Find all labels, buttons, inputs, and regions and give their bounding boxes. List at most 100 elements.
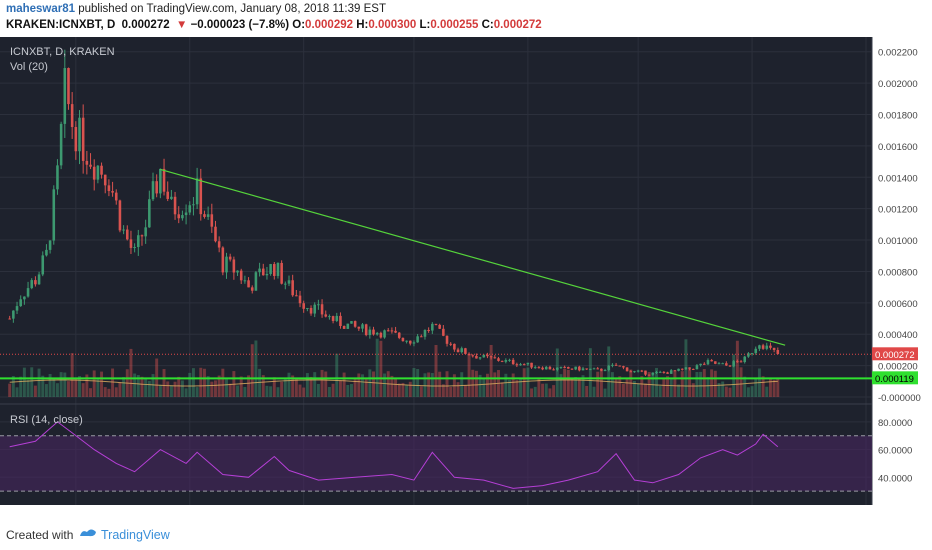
candle-body (717, 363, 721, 365)
volume-bar (456, 382, 460, 397)
author-name[interactable]: maheswar81 (6, 3, 76, 15)
price-tick-label: 0.000200 (878, 362, 918, 373)
candle-body (776, 350, 780, 354)
volume-bar (596, 371, 600, 397)
volume-bar (644, 383, 647, 397)
volume-bar (96, 378, 100, 397)
volume-bar (765, 386, 769, 397)
candle-body (353, 321, 357, 327)
candle-body (647, 374, 651, 376)
volume-bar (30, 367, 34, 397)
candle-body (111, 191, 114, 193)
candle-body (541, 367, 544, 370)
price-axis-background (872, 37, 932, 518)
volume-bar (416, 368, 420, 397)
candle-body (37, 274, 41, 285)
trendline[interactable] (160, 168, 786, 346)
candle-body (408, 340, 412, 344)
volume-bar (463, 385, 467, 397)
rsi-band (0, 435, 872, 492)
candle-body (350, 321, 353, 324)
symbol-label: KRAKEN:ICNXBT, D (6, 19, 116, 31)
price-tick-label: 0.001800 (878, 110, 918, 121)
volume-bar (169, 385, 173, 397)
volume-bar (70, 353, 74, 397)
volume-bar (118, 382, 122, 397)
volume-bar (202, 368, 206, 397)
volume-bar (666, 376, 670, 397)
volume-bar (621, 383, 625, 397)
volume-bar (283, 378, 287, 397)
candle-body (504, 360, 508, 362)
candle-body (669, 370, 673, 374)
candle-body (269, 264, 272, 274)
volume-bar (430, 373, 434, 397)
volume-bar (372, 371, 375, 397)
volume-ma-line (9, 379, 778, 387)
candle-body (739, 361, 743, 363)
volume-bar (379, 340, 383, 397)
candle-body (89, 164, 92, 167)
volume-bar (530, 388, 534, 397)
candle-body (412, 342, 416, 344)
volume-bar (713, 370, 717, 397)
volume-bar (768, 378, 772, 397)
price-tick-label: 0.000800 (878, 267, 918, 278)
candle-body (67, 68, 70, 105)
volume-pane-label: Vol (20) (10, 61, 48, 73)
volume-bar (526, 367, 530, 397)
volume-bar (743, 376, 747, 397)
candle-body (250, 287, 254, 291)
tradingview-brand[interactable]: TradingView (101, 528, 170, 542)
candle-body (438, 324, 441, 329)
chart-area[interactable]: 0.002200 0.002000 0.001800 0.001600 0.001400… (0, 37, 932, 518)
candle-body (331, 316, 335, 321)
candle-body (8, 318, 11, 320)
volume-bar (478, 374, 482, 397)
price-tick-label: 0.001400 (878, 173, 918, 184)
volume-bar (574, 377, 578, 397)
candle-body (684, 367, 688, 370)
candle-body (585, 368, 588, 370)
volume-bar (618, 376, 622, 397)
candle-body (12, 310, 15, 319)
volume-bar (610, 372, 614, 397)
volume-bar (570, 377, 574, 397)
candle-body (467, 353, 471, 356)
volume-bar (140, 376, 144, 397)
volume-bar (603, 388, 607, 397)
price-tick-label: 0.002200 (878, 48, 918, 59)
candle-body (519, 364, 522, 366)
candle-body (651, 372, 655, 375)
candle-body (70, 104, 74, 128)
tradingview-logo-icon[interactable] (78, 526, 98, 540)
candle-body (703, 363, 706, 365)
candle-body (324, 314, 328, 317)
price-tick-label: -0.000000 (878, 393, 921, 404)
volume-bar (735, 340, 739, 397)
candle-body (232, 259, 236, 273)
volume-bar (449, 386, 453, 397)
volume-bar (383, 373, 387, 397)
candle-body (166, 191, 169, 199)
volume-bar (100, 371, 104, 397)
candle-body (747, 353, 750, 357)
candle-body (761, 345, 765, 349)
volume-bar (739, 367, 743, 397)
candle-body (618, 365, 622, 367)
candle-body (81, 117, 85, 161)
volume-bar (445, 371, 449, 397)
volume-bar (515, 380, 519, 397)
high-label: H: (356, 19, 369, 31)
candle-body (640, 370, 644, 372)
candle-body (500, 360, 504, 362)
candle-body (306, 307, 309, 309)
candle-body (405, 340, 408, 342)
volume-bar (239, 376, 243, 397)
candle-body (203, 214, 206, 217)
candle-body (26, 288, 30, 297)
candle-body (607, 365, 611, 371)
candle-body (361, 324, 364, 329)
volume-bar (107, 388, 111, 397)
candle-body (460, 348, 464, 353)
